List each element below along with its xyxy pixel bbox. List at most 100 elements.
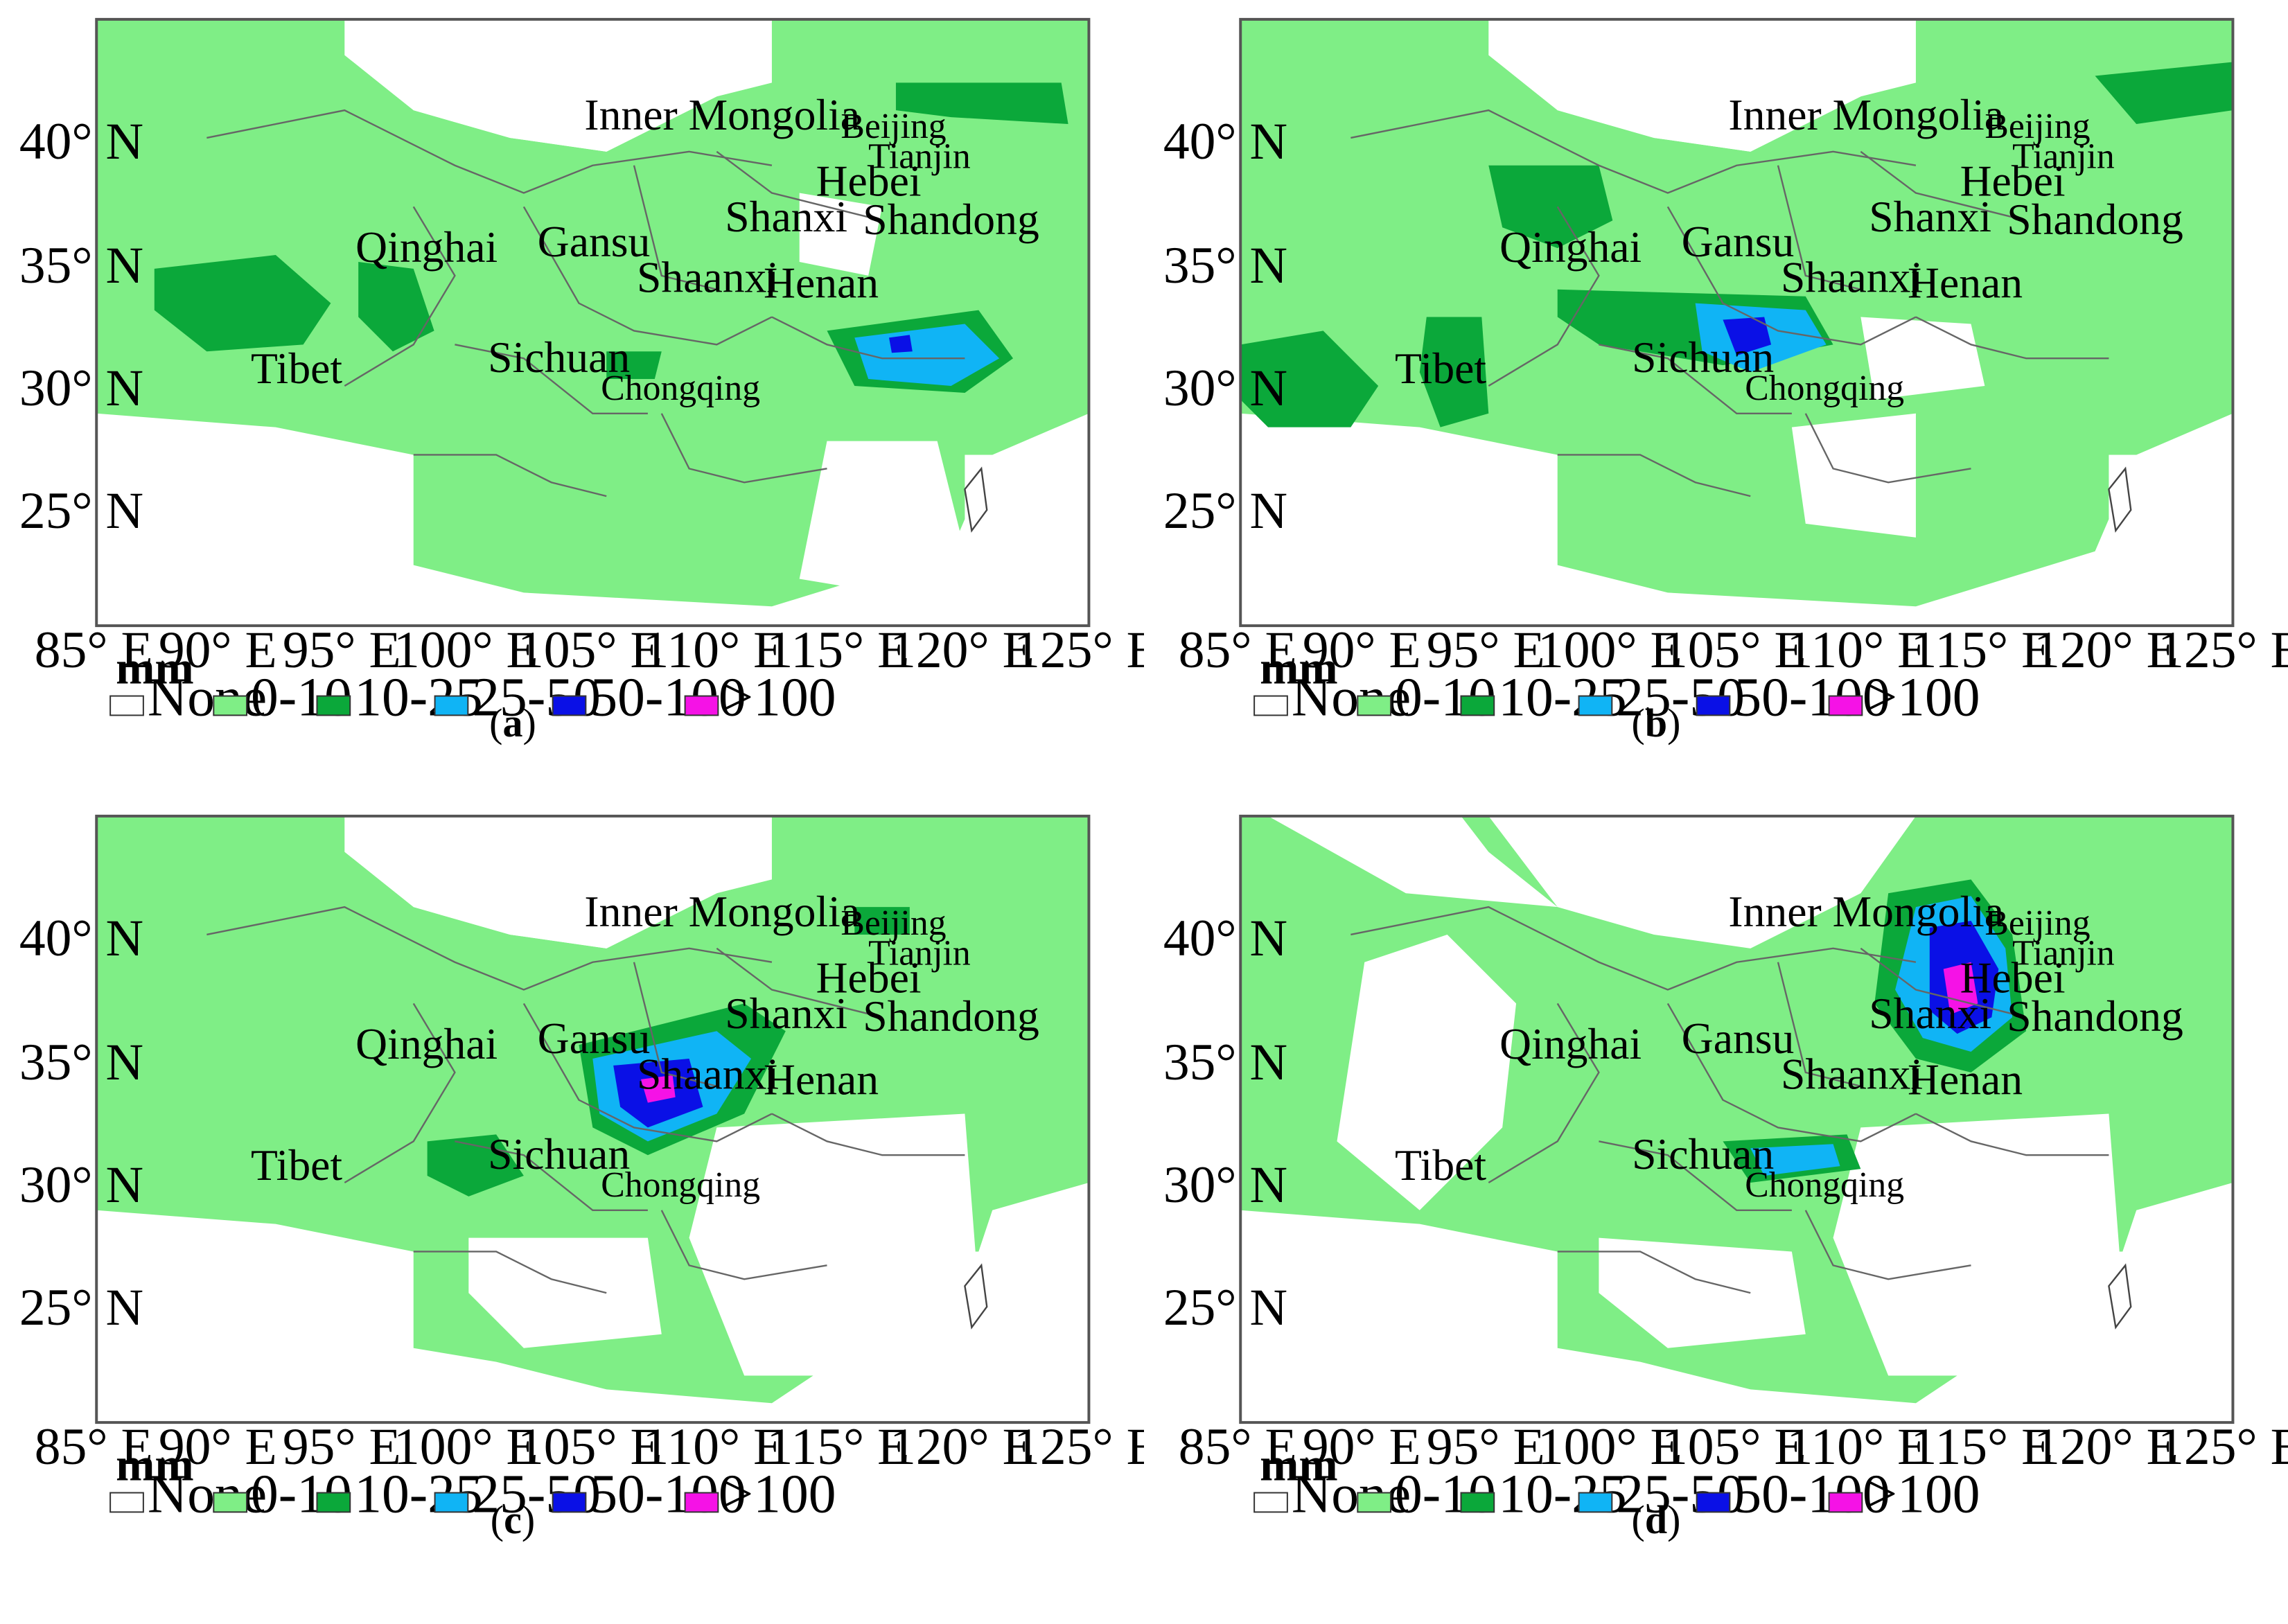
lon-label-85: 85° E	[1179, 1418, 1297, 1476]
unit-label: mm	[116, 642, 194, 694]
label-gansu: Gansu	[1682, 217, 1795, 266]
province-labels: Inner Mongolia Beijing Tianjin Hebei Sha…	[251, 90, 1039, 408]
label-inner-mongolia: Inner Mongolia	[1728, 90, 2004, 139]
lon-label-105: 105° E	[518, 621, 662, 679]
legend-swatch	[1696, 1492, 1731, 1513]
label-qinghai: Qinghai	[1499, 222, 1642, 272]
caption-close: )	[1667, 700, 1681, 745]
lon-label-120: 120° E	[890, 621, 1035, 679]
lon-label-85: 85° E	[1179, 621, 1297, 679]
precip-region	[1750, 1144, 1840, 1176]
lon-label-90: 90° E	[159, 1418, 277, 1476]
lat-label-35: 35° N	[19, 237, 143, 294]
label-shandong: Shandong	[2007, 991, 2183, 1041]
label-chongqing: Chongqing	[601, 369, 760, 408]
legend-swatch	[316, 1492, 351, 1513]
precip-region	[640, 1075, 676, 1103]
label-shanxi: Shanxi	[725, 192, 847, 241]
lon-label-95: 95° E	[283, 621, 401, 679]
province-border	[206, 906, 773, 991]
precip-region	[1268, 815, 1558, 908]
province-border	[206, 109, 773, 194]
longitude-axis: 85° E 90° E 95° E 100° E 105° E 110° E 1…	[35, 1418, 1144, 1476]
label-shaanxi: Shaanxi	[1781, 253, 1923, 302]
lon-label-115: 115° E	[1910, 1418, 2053, 1476]
precip-region	[854, 907, 910, 935]
caption-letter: a	[502, 700, 523, 745]
sea-area	[2109, 1251, 2233, 1423]
panel-caption-a: (a)	[443, 700, 582, 746]
label-tibet: Tibet	[251, 344, 342, 393]
legend-swatch	[213, 1492, 248, 1513]
province-border	[1804, 1210, 1971, 1280]
legend-label: 50-100	[1734, 667, 1890, 727]
label-shandong: Shandong	[863, 195, 1039, 244]
lat-label-40: 40° N	[19, 113, 143, 170]
label-gansu: Gansu	[538, 1014, 651, 1063]
map-panel-b: 40° N 35° N 30° N 25° N 85° E 90° E 95° …	[1144, 0, 2288, 812]
legend-swatch	[1357, 1492, 1392, 1513]
map-area	[96, 815, 1089, 1423]
caption-open: (	[1631, 1497, 1645, 1542]
precip-region	[1723, 317, 1772, 356]
precip-region	[2095, 62, 2233, 125]
province-border	[716, 947, 883, 1018]
province-border	[413, 454, 607, 497]
legend-label: >100	[722, 1463, 836, 1524]
label-tianjin: Tianjin	[2012, 137, 2115, 177]
label-qinghai: Qinghai	[355, 222, 498, 272]
label-inner-mongolia: Inner Mongolia	[1728, 887, 2004, 936]
province-border	[1777, 962, 1861, 1087]
label-beijing: Beijing	[1985, 107, 2090, 146]
precip-region	[1860, 317, 1985, 400]
province-border	[633, 962, 717, 1087]
sea-area	[965, 1251, 1089, 1423]
label-hebei: Hebei	[1960, 953, 2066, 1002]
label-tibet: Tibet	[251, 1140, 342, 1190]
label-shandong: Shandong	[863, 991, 1039, 1041]
lon-label-90: 90° E	[1303, 1418, 1421, 1476]
province-border	[771, 1113, 965, 1156]
taiwan-outline	[964, 1263, 988, 1330]
precip-region	[1419, 317, 1489, 427]
province-border	[522, 1003, 773, 1142]
legend-label: >100	[722, 667, 836, 727]
lat-label-25: 25° N	[1163, 1279, 1287, 1336]
precip-region	[889, 335, 913, 353]
precip-region	[468, 1237, 662, 1348]
province-border	[1860, 947, 2027, 1018]
label-chongqing: Chongqing	[1745, 1165, 1904, 1205]
label-sichuan: Sichuan	[488, 1129, 630, 1179]
province-border	[1488, 1003, 1600, 1184]
longitude-axis: 85° E 90° E 95° E 100° E 105° E 110° E 1…	[1179, 1418, 2288, 1476]
lat-label-30: 30° N	[1163, 360, 1287, 417]
lon-label-115: 115° E	[766, 621, 909, 679]
caption-open: (	[490, 1497, 504, 1542]
province-border	[660, 1210, 827, 1280]
map-panel-a: 40° N 35° N 30° N 25° N 85° E 90° E 95° …	[0, 0, 1144, 812]
lon-label-105: 105° E	[518, 1418, 662, 1476]
longitude-axis: 85° E 90° E 95° E 100° E 105° E 110° E 1…	[1179, 621, 2288, 679]
lon-label-85: 85° E	[35, 621, 153, 679]
legend-swatch	[1578, 1492, 1613, 1513]
lat-label-30: 30° N	[19, 1156, 143, 1214]
map-area	[96, 19, 1089, 626]
label-henan: Henan	[764, 1055, 879, 1104]
province-border	[413, 1251, 607, 1294]
map-panel-d: 40° N 35° N 30° N 25° N 85° E 90° E 95° …	[1144, 797, 2288, 1609]
lon-label-120: 120° E	[890, 1418, 1035, 1476]
legend-label: None	[1292, 1463, 1411, 1524]
label-shanxi: Shanxi	[1869, 192, 1991, 241]
precipitation-map: 40° N 35° N 30° N 25° N 85° E 90° E 95° …	[1163, 17, 2288, 727]
precipitation-map: 40° N 35° N 30° N 25° N 85° E 90° E 95° …	[19, 814, 1144, 1524]
label-inner-mongolia: Inner Mongolia	[584, 90, 860, 139]
unit-label: mm	[1260, 1439, 1338, 1491]
taiwan-outline	[2108, 1263, 2132, 1330]
province-border	[1860, 150, 2027, 222]
lon-label-95: 95° E	[1427, 1418, 1545, 1476]
province-border	[1804, 413, 1971, 484]
map-area	[1240, 19, 2233, 626]
province-labels: Inner Mongolia Beijing Tianjin Hebei Sha…	[1395, 90, 2183, 408]
legend-swatch	[1253, 1492, 1288, 1513]
